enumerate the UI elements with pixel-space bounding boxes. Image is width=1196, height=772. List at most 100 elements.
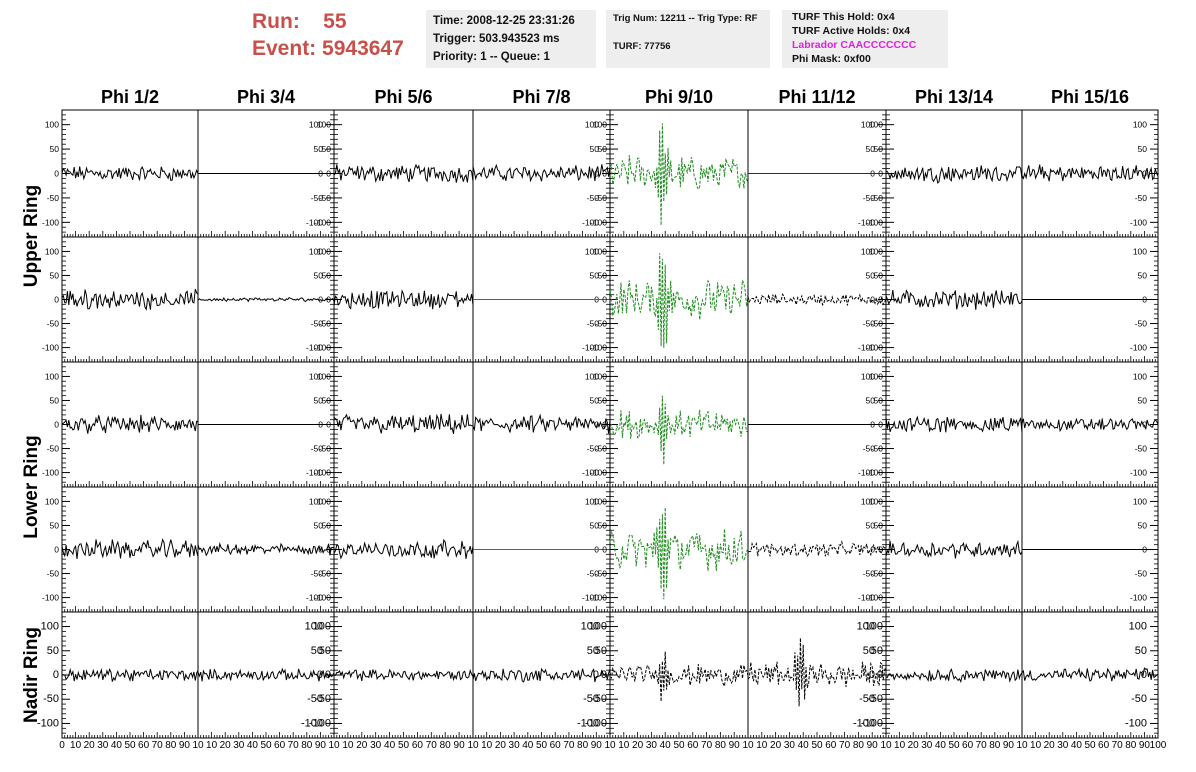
x-tick-label: 80 [440, 740, 452, 751]
y-tick-label: 0 [326, 295, 331, 305]
y-tick-label: 50 [590, 395, 600, 405]
run-value: 55 [323, 10, 347, 33]
x-tick-label: 40 [247, 740, 259, 751]
y-tick-label: -100 [306, 593, 323, 603]
x-tick-label: 60 [550, 740, 562, 751]
priority-text: Priority: 1 -- Queue: 1 [433, 51, 550, 63]
y-tick-label: -50 [591, 693, 607, 705]
y-tick-label: -50 [595, 319, 608, 329]
y-tick-label: 50 [874, 270, 884, 280]
event-value: 5943647 [322, 37, 404, 60]
y-tick-label: 50 [314, 270, 324, 280]
y-tick-label: 100 [593, 120, 607, 130]
y-tick-label: 0 [54, 295, 59, 305]
y-tick-label: 100 [869, 246, 883, 256]
trigger-info-box: Trig Num: 12211 -- Trig Type: RF TURF: 7… [606, 10, 770, 68]
y-tick-label: 100 [857, 621, 875, 633]
y-tick-label: -50 [867, 693, 883, 705]
waveform-trace [472, 413, 611, 434]
x-tick-label: 50 [398, 740, 410, 751]
waveform-trace [885, 667, 1023, 684]
y-tick-label: -100 [1130, 343, 1147, 353]
x-tick-label: 80 [301, 740, 313, 751]
y-tick-label: 50 [50, 144, 60, 154]
waveform-trace [197, 296, 335, 303]
y-tick-label: -100 [590, 217, 607, 227]
waveform-trace [609, 123, 749, 226]
x-tick-label: 10 [880, 740, 892, 751]
y-tick-label: -50 [595, 444, 608, 454]
y-tick-label: 0 [602, 295, 607, 305]
row-label: Upper Ring [21, 185, 42, 287]
column-header: Phi 9/10 [645, 87, 713, 107]
waveform-trace [609, 253, 749, 348]
y-tick-label: 100 [1133, 496, 1147, 506]
y-tick-label: 100 [41, 621, 59, 633]
y-tick-label: 50 [595, 645, 607, 657]
x-tick-label: 30 [646, 740, 658, 751]
x-tick-label: 10 [467, 740, 479, 751]
y-tick-label: -50 [311, 193, 324, 203]
x-tick-label: 80 [989, 740, 1001, 751]
x-tick-label: 20 [908, 740, 920, 751]
x-tick-label: 20 [84, 740, 96, 751]
y-tick-label: -100 [582, 343, 599, 353]
x-tick-label: 40 [384, 740, 396, 751]
column-header: Phi 1/2 [101, 87, 159, 107]
x-tick-label: 20 [770, 740, 782, 751]
waveform-trace [1021, 667, 1159, 682]
waveform-trace [609, 395, 749, 465]
x-tick-label: 10 [1016, 740, 1028, 751]
y-tick-label: 100 [313, 621, 331, 633]
waveform-trace [333, 413, 473, 435]
waveform-trace [747, 637, 887, 707]
labrador-text: Labrador CAACCCCCCC [792, 39, 917, 51]
y-tick-label: 50 [322, 395, 332, 405]
y-tick-label: -100 [590, 343, 607, 353]
x-tick-label: 30 [97, 740, 109, 751]
y-tick-label: 100 [585, 496, 599, 506]
y-tick-label: 50 [50, 395, 60, 405]
x-tick-label: 50 [536, 740, 548, 751]
y-tick-label: -100 [866, 217, 883, 227]
y-tick-label: 100 [1133, 371, 1147, 381]
x-tick-label: 70 [152, 740, 164, 751]
trig-num-text: Trig Num: 12211 -- Trig Type: RF [613, 13, 758, 24]
panel-frame [885, 361, 1023, 488]
x-tick-label: 10 [1030, 740, 1042, 751]
waveform-trace [885, 289, 1023, 310]
y-tick-label: 100 [317, 246, 331, 256]
y-tick-label: 50 [874, 144, 884, 154]
y-tick-label: 100 [309, 246, 323, 256]
x-tick-label: 20 [632, 740, 644, 751]
y-tick-label: -100 [42, 468, 59, 478]
y-tick-label: 0 [54, 545, 59, 555]
y-tick-label: -100 [858, 593, 875, 603]
y-tick-label: 0 [870, 545, 875, 555]
panel-frame [609, 486, 749, 613]
y-tick-label: -100 [314, 217, 331, 227]
x-tick-label: 30 [1057, 740, 1069, 751]
y-tick-label: 100 [305, 621, 323, 633]
panel-frame [609, 611, 749, 739]
y-tick-label: 0 [601, 669, 607, 681]
waveform-trace [333, 163, 474, 183]
x-tick-label: 40 [660, 740, 672, 751]
x-tick-label: 60 [687, 740, 699, 751]
x-tick-label: 90 [591, 740, 603, 751]
run-label: Run: [252, 10, 300, 33]
column-header: Phi 15/16 [1051, 87, 1129, 107]
x-tick-label: 70 [288, 740, 300, 751]
y-tick-label: 50 [322, 520, 332, 530]
waveform-trace [885, 165, 1023, 184]
y-tick-label: 0 [326, 169, 331, 179]
y-tick-label: 50 [874, 520, 884, 530]
x-tick-label: 70 [839, 740, 851, 751]
y-tick-label: 0 [54, 420, 59, 430]
x-tick-label: 30 [921, 740, 933, 751]
x-tick-label: 80 [853, 740, 865, 751]
waveform-trace [61, 538, 199, 560]
y-tick-label: -100 [866, 593, 883, 603]
y-tick-label: 50 [314, 395, 324, 405]
